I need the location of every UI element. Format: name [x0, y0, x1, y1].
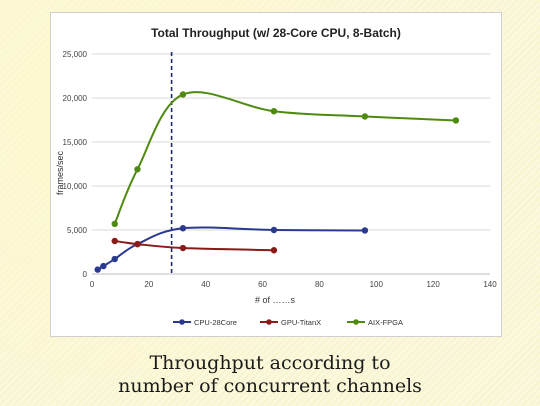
- x-tick-label: 120: [426, 280, 440, 289]
- x-axis-label: # of ……s: [255, 295, 296, 305]
- legend-label-cpu-28core: CPU-28Core: [194, 318, 237, 327]
- legend-marker-cpu-28core: [179, 319, 185, 325]
- series-group: [94, 91, 460, 273]
- x-tick-label: 0: [90, 280, 95, 289]
- data-point-gpu-titanx: [111, 237, 118, 245]
- x-tick-label: 140: [483, 280, 497, 289]
- throughput-chart: Total Throughput (w/ 28-Core CPU, 8-Batc…: [55, 26, 498, 327]
- x-tick-label: 100: [370, 280, 384, 289]
- legend: CPU-28Core GPU-TitanX AIX-FPGA: [173, 318, 403, 327]
- x-tick-label: 60: [258, 280, 267, 289]
- data-point-aix-fpga: [452, 117, 460, 124]
- series-line-gpu-titanx: [114, 240, 274, 252]
- data-point-aix-fpga: [134, 166, 141, 173]
- axes: 0 5,000 10,000 15,000 20,000 25,000 0 20 40 60 80 1…: [63, 50, 498, 289]
- legend-marker-aix-fpga: [353, 319, 359, 325]
- data-point-aix-fpga: [111, 220, 118, 228]
- y-tick-label: 25,000: [63, 50, 88, 59]
- caption-line-1: Throughput according to: [149, 352, 391, 374]
- data-point-cpu-28core: [100, 262, 107, 270]
- data-point-gpu-titanx: [270, 247, 278, 254]
- legend-marker-gpu-titanx: [266, 319, 272, 325]
- series-line-aix-fpga: [113, 91, 456, 225]
- y-tick-label: 0: [83, 270, 88, 279]
- chart-frame: Total Throughput (w/ 28-Core CPU, 8-Batc…: [50, 12, 502, 337]
- y-tick-label: 5,000: [67, 226, 88, 235]
- x-tick-label: 40: [201, 280, 210, 289]
- slide-caption: Throughput according to number of concur…: [0, 352, 540, 398]
- y-tick-label: 20,000: [63, 94, 88, 103]
- x-tick-label: 20: [144, 280, 153, 289]
- data-point-cpu-28core: [111, 255, 118, 263]
- y-tick-label: 10,000: [63, 182, 88, 191]
- data-point-gpu-titanx: [179, 244, 187, 252]
- data-point-gpu-titanx: [134, 240, 141, 248]
- data-point-cpu-28core: [179, 225, 187, 232]
- data-point-aix-fpga: [179, 91, 187, 98]
- gridlines: [92, 53, 490, 275]
- y-tick-label: 15,000: [63, 138, 88, 147]
- x-tick-label: 80: [315, 280, 324, 289]
- y-axis-label: frames/sec: [55, 150, 65, 195]
- data-point-cpu-28core: [94, 266, 101, 273]
- chart-title: Total Throughput (w/ 28-Core CPU, 8-Batc…: [151, 26, 401, 40]
- data-point-cpu-28core: [361, 227, 369, 234]
- data-point-aix-fpga: [270, 108, 278, 115]
- caption-line-2: number of concurrent channels: [118, 375, 422, 397]
- legend-label-aix-fpga: AIX-FPGA: [368, 318, 403, 327]
- legend-label-gpu-titanx: GPU-TitanX: [281, 318, 321, 327]
- data-point-aix-fpga: [361, 113, 369, 120]
- data-point-cpu-28core: [270, 226, 278, 234]
